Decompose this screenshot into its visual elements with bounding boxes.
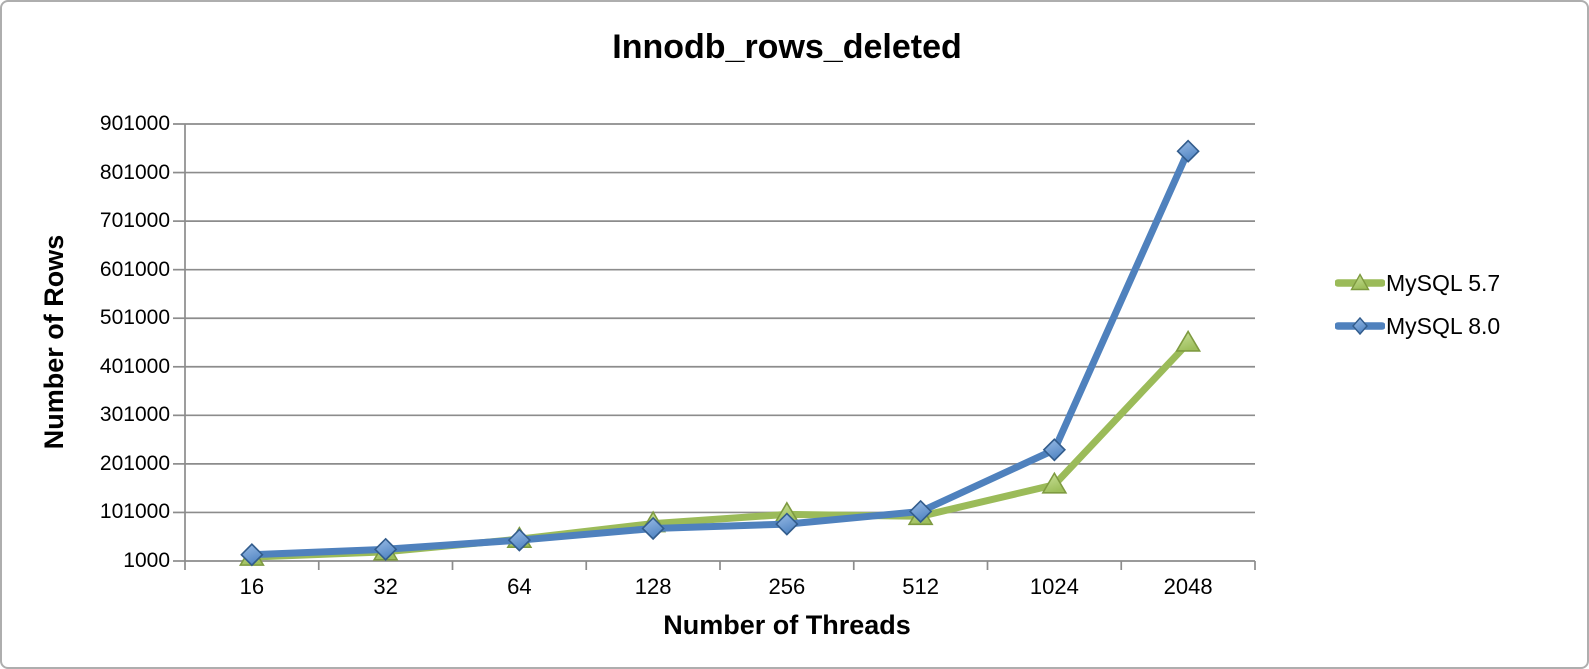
legend-item: MySQL 5.7 [1335, 269, 1500, 297]
diamond-marker [1176, 139, 1200, 163]
y-tick-label: 501000 [99, 306, 170, 330]
x-tick-label: 512 [902, 574, 939, 599]
diamond-marker [240, 543, 264, 567]
x-tick-label: 32 [373, 574, 398, 599]
y-tick-label: 901000 [99, 112, 170, 135]
y-tick-label: 1000 [123, 549, 170, 572]
y-tick-label: 101000 [99, 500, 170, 524]
x-tick-label: 16 [239, 574, 265, 599]
legend-item: MySQL 8.0 [1335, 312, 1500, 340]
triangle-marker [1041, 471, 1068, 494]
diamond-marker [641, 516, 665, 541]
legend-label: MySQL 5.7 [1386, 269, 1501, 296]
diamond-marker [507, 528, 532, 552]
y-tick-label: 701000 [99, 209, 170, 233]
triangle-marker [1175, 329, 1202, 352]
diamond-marker [775, 512, 799, 536]
y-tick-label: 401000 [99, 354, 170, 378]
y-tick-label: 801000 [99, 160, 170, 184]
y-tick-label: 301000 [99, 403, 170, 427]
y-tick-label: 201000 [99, 451, 170, 475]
diamond-marker [1042, 438, 1067, 462]
x-axis-title: Number of Threads [663, 610, 911, 640]
x-tick-label: 1024 [1029, 574, 1079, 599]
x-tick-label: 2048 [1163, 574, 1213, 599]
legend-key-diamond-icon [1335, 316, 1385, 335]
diamond-marker [908, 499, 933, 524]
chart-title: Innodb_rows_deleted [612, 28, 962, 66]
x-tick-label: 128 [634, 574, 672, 599]
diamond-marker [373, 537, 398, 561]
y-tick-label: 601000 [99, 257, 170, 281]
legend-key-triangle-icon [1335, 272, 1385, 290]
series-line-1 [248, 147, 1192, 559]
x-tick-label: 64 [507, 574, 532, 599]
x-tick-label: 256 [768, 574, 806, 599]
legend-label: MySQL 8.0 [1386, 312, 1501, 339]
